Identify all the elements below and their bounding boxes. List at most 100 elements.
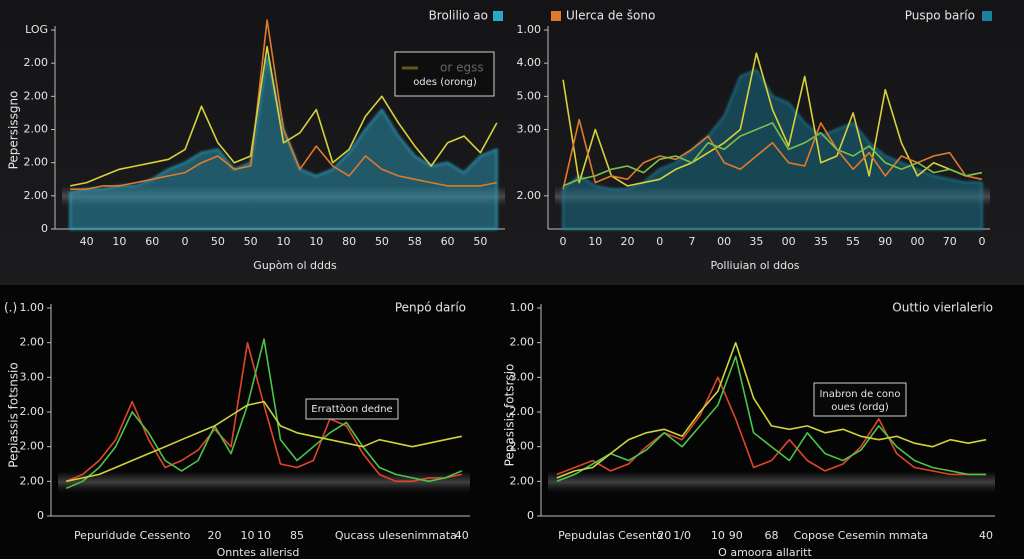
line [556, 355, 987, 483]
line [562, 118, 983, 190]
annotation-box [813, 382, 907, 417]
line [70, 19, 497, 190]
y-tick-label: 3.00 [510, 370, 535, 383]
x-tick-label: 90 [878, 235, 892, 248]
x-tick-label: 90 [729, 529, 743, 542]
x-tick-label: 58 [408, 235, 422, 248]
x-tick-label: 0 [182, 235, 189, 248]
x-tick-label: 40 [80, 235, 94, 248]
annotation: Inabron de cono [819, 389, 900, 400]
line [556, 341, 987, 479]
x-tick-label: Copose Cesemin mmata [794, 529, 929, 542]
x-tick-label: 85 [290, 529, 304, 542]
x-tick-label: 50 [244, 235, 258, 248]
x-tick-label: 1/0 [673, 529, 691, 542]
legend-label: Brolilio ao [429, 9, 488, 23]
x-tick-label: 00 [911, 235, 925, 248]
x-tick-label: 10 [711, 529, 725, 542]
legend-swatch [493, 11, 503, 21]
annotation: oues (ordg) [831, 402, 889, 413]
x-tick-label: 60 [145, 235, 159, 248]
legend-swatch [982, 11, 992, 21]
line [562, 122, 983, 187]
x-axis-label: O amoora allaritt [718, 546, 812, 559]
y-tick-label: 2.00 [24, 56, 49, 69]
line [556, 376, 987, 476]
legend-label: Puspo barío [905, 9, 975, 23]
x-tick-label: 00 [717, 235, 731, 248]
y-tick-label: 0 [41, 222, 48, 235]
x-tick-label: 0 [560, 235, 567, 248]
x-tick-label: 10 [588, 235, 602, 248]
y-axis-label: Pepersissgno [7, 91, 21, 170]
legend-label: Ulerca de šono [566, 9, 655, 23]
x-axis-label: Gupòm ol ddds [253, 259, 337, 272]
x-tick-label: 70 [943, 235, 957, 248]
y-tick-label: 2.00 [510, 474, 535, 487]
x-tick-label: 10 [112, 235, 126, 248]
y-tick-label: 2.00 [20, 474, 45, 487]
y-tick-label: 5.00 [517, 89, 542, 102]
x-tick-label: 50 [473, 235, 487, 248]
y-axis-label: Pepasisis fotsrsio [503, 364, 517, 467]
y-tick-label: 3.00 [20, 370, 45, 383]
x-tick-label: 7 [688, 235, 695, 248]
y-tick-label: 2.00 [20, 405, 45, 418]
x-tick-label: 10 [257, 529, 271, 542]
y-tick-label: 2.00 [24, 89, 49, 102]
y-tick-label: 4.00 [517, 56, 542, 69]
line [65, 338, 463, 490]
y-tick-label: 2.00 [510, 440, 535, 453]
y-tick-label: 2.00 [510, 405, 535, 418]
y-tick-label: 2.00 [510, 336, 535, 349]
annotation-box [305, 398, 399, 420]
y-tick-label: 2.00 [517, 189, 542, 202]
panel-label: (.) [4, 301, 17, 315]
y-tick-label: 0 [37, 509, 44, 522]
x-tick-label: 35 [749, 235, 763, 248]
x-tick-label: 60 [441, 235, 455, 248]
x-tick-label: 35 [814, 235, 828, 248]
x-axis-label: Polliuian ol ddos [710, 259, 799, 272]
line [65, 341, 462, 483]
y-tick-label: 3.00 [517, 123, 542, 136]
x-tick-label: 55 [846, 235, 860, 248]
y-tick-label: 1.00 [20, 301, 45, 314]
x-tick-label: 40 [979, 529, 993, 542]
x-tick-label: Pepudulas Cesento [558, 529, 663, 542]
y-tick-label: 2.00 [24, 156, 49, 169]
x-tick-label: 40 [455, 529, 469, 542]
legend-swatch [551, 11, 561, 21]
x-tick-label: Qucass ulesenimmata [335, 529, 457, 542]
bottom-background [0, 285, 1024, 559]
x-tick-label: 00 [782, 235, 796, 248]
x-tick-label: 20 [657, 529, 671, 542]
y-tick-label: 2.00 [20, 440, 45, 453]
y-tick-label: 2.00 [24, 123, 49, 136]
x-tick-label: 50 [375, 235, 389, 248]
baseline-haze [58, 471, 470, 494]
x-axis-label: Onntes allerisd [217, 546, 300, 559]
y-tick-label: 2.00 [24, 189, 49, 202]
x-tick-label: 68 [765, 529, 779, 542]
x-tick-label: 10 [241, 529, 255, 542]
y-axis-label: Pepiassis fotsnsio [7, 362, 21, 467]
baseline-haze [548, 471, 995, 494]
y-tick-label: 1.00 [510, 301, 535, 314]
annotation: odes (orong) [413, 77, 477, 88]
line [66, 400, 462, 483]
chart-title: Outtio vierlalerio [892, 301, 993, 315]
x-tick-label: 10 [309, 235, 323, 248]
annotation: Errattòon dedne [311, 403, 392, 415]
x-tick-label: 80 [342, 235, 356, 248]
y-tick-label: LOG [25, 23, 48, 36]
annotation-box [394, 51, 495, 97]
x-tick-label: 10 [277, 235, 291, 248]
x-tick-label: Pepuridude Cessento [74, 529, 191, 542]
x-tick-label: 50 [211, 235, 225, 248]
y-tick-label: 1.00 [517, 23, 542, 36]
x-tick-label: 0 [978, 235, 985, 248]
x-tick-label: 20 [621, 235, 635, 248]
chart-title: Penpó darío [395, 301, 466, 315]
